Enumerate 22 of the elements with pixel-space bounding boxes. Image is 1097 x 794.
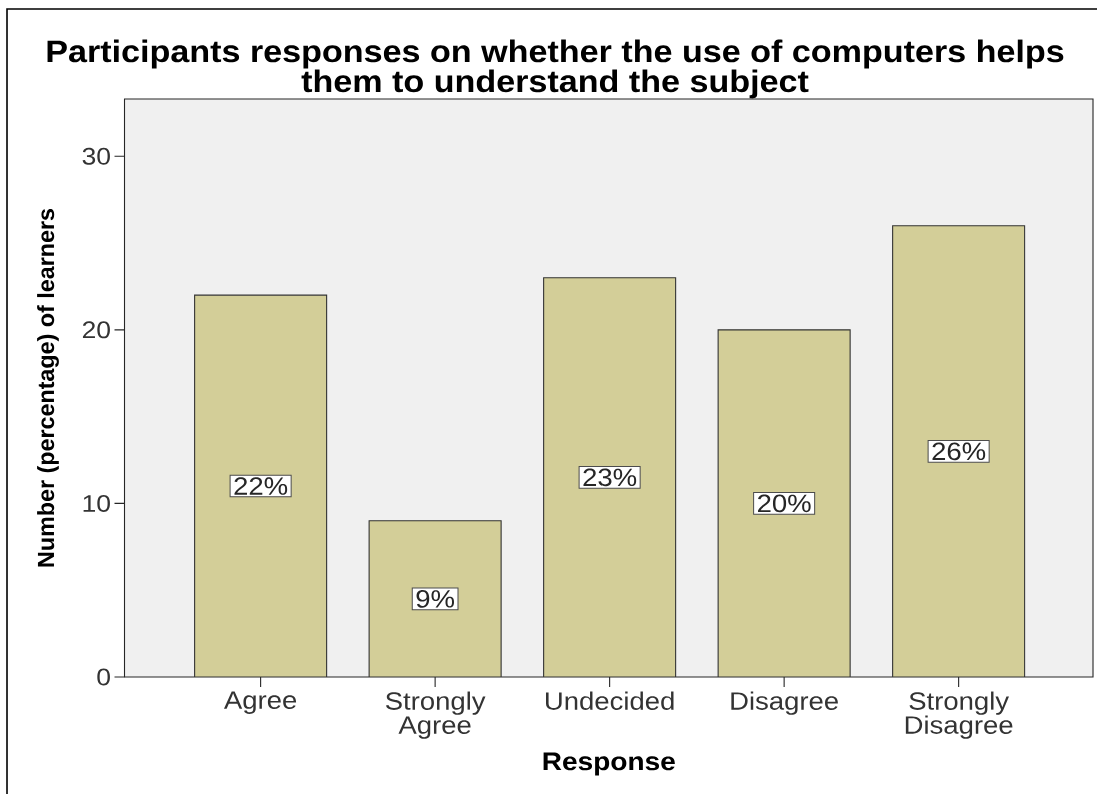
bar	[369, 520, 502, 677]
data-label: 26%	[932, 442, 986, 461]
bar	[892, 225, 1026, 677]
data-label: 23%	[583, 468, 637, 487]
data-label: 9%	[416, 590, 454, 608]
x-tick-label: Undecided	[546, 691, 674, 710]
bar	[194, 295, 327, 677]
x-tick-label: Disagree	[731, 691, 838, 715]
data-label: 20%	[757, 494, 811, 513]
bar	[543, 277, 676, 677]
y-tick-label: 0	[97, 668, 110, 686]
y-axis-title: Number (percentage) of learners	[37, 209, 59, 567]
x-tick-label: Agree	[223, 691, 297, 714]
x-tick-label: Strongly Agree	[385, 691, 486, 739]
y-tick-label: 10	[83, 494, 110, 512]
x-tick-label: Strongly Disagree	[905, 691, 1013, 739]
data-label: 22%	[234, 477, 288, 495]
y-tick-label: 30	[82, 147, 110, 165]
x-axis-title: Response	[543, 752, 675, 776]
bar	[718, 329, 851, 677]
y-tick-label: 20	[82, 321, 110, 339]
chart-title: Participants responses on whether the use of computers helps them to understand the subject	[47, 39, 1064, 99]
